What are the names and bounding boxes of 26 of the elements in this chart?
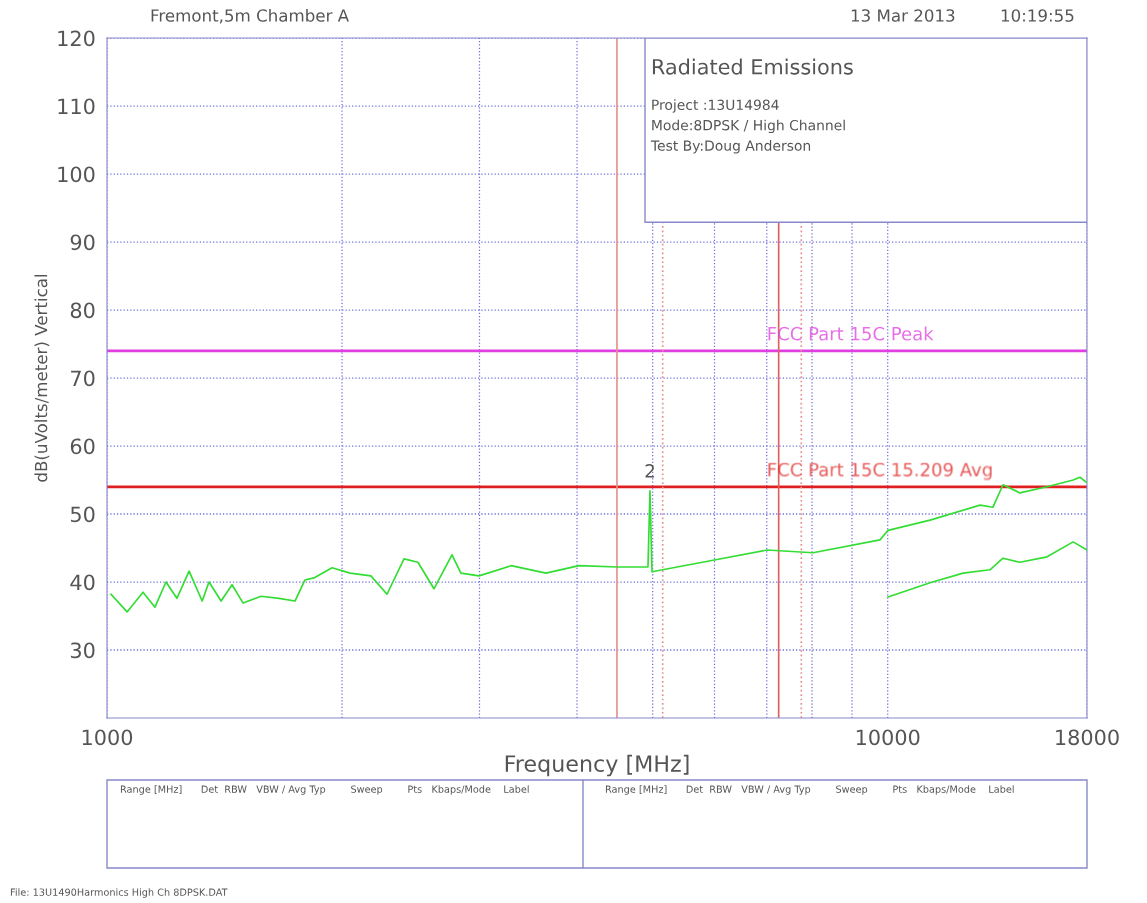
y-tick-label: 40 [70,574,95,591]
y-tick-label: 70 [71,370,95,387]
x-tick-label: 18000 [1056,729,1119,746]
y-axis-title: dB(uVolts/meter) Vertical [34,274,50,482]
text: File: 13U1490Harmonics High Ch 8DPSK.DAT [10,888,228,898]
chart-title: Fremont,5m Chamber A [151,8,349,24]
y-tick-label: 30 [70,642,95,659]
y-tick-label: 110 [58,98,95,115]
text: Range [MHz] Det RBW VBW / Avg Typ Sweep Pts Kbaps/Mode Label [120,785,529,795]
y-tick-label: 80 [70,302,95,319]
text: Range [MHz] Det RBW VBW / Avg Typ Sweep Pts Kbaps/Mode Label [605,785,1014,795]
annotation: Mode:8DPSK / High Channel [652,119,845,134]
annotation: 2 [645,464,654,478]
x-tick-label: 1000 [82,729,133,746]
text: 10:19:55 [1001,9,1074,22]
annotation: Test By:Doug Anderson [650,140,811,154]
text: 13 Mar 2013 [851,9,955,22]
annotation: Project :13U14984 [652,99,779,113]
y-tick-label: 90 [70,234,95,251]
y-tick-label: 60 [70,438,95,455]
y-tick-label: 50 [70,506,95,523]
x-tick-label: 10000 [856,729,920,746]
y-tick-label: 100 [58,166,95,183]
y-tick-label: 120 [58,30,95,47]
x-axis-title: Frequency [MHz] [505,754,689,777]
annotation: Radiated Emissions [652,58,853,75]
